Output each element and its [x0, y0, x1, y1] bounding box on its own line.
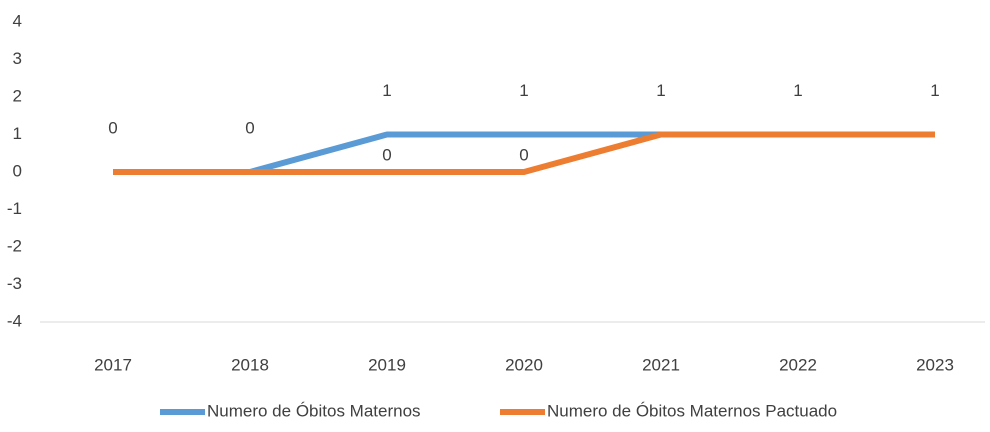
- y-tick-label: -3: [7, 274, 22, 293]
- data-label: 1: [519, 81, 528, 100]
- y-tick-label: -2: [7, 236, 22, 255]
- series-line: [113, 131, 935, 175]
- y-tick-label: 4: [13, 11, 22, 30]
- y-tick-label: -1: [7, 199, 22, 218]
- data-label: 0: [382, 145, 391, 164]
- y-tick-label: -4: [7, 311, 22, 330]
- x-tick-label: 2017: [94, 355, 132, 374]
- x-tick-label: 2021: [642, 355, 680, 374]
- data-label: 1: [793, 81, 802, 100]
- x-tick-label: 2022: [779, 355, 817, 374]
- data-label: 1: [656, 81, 665, 100]
- data-label: 0: [245, 118, 254, 137]
- x-tick-label: 2018: [231, 355, 269, 374]
- data-label: 1: [930, 81, 939, 100]
- x-tick-label: 2019: [368, 355, 406, 374]
- data-label: 0: [108, 118, 117, 137]
- y-tick-label: 0: [13, 161, 22, 180]
- x-tick-label: 2023: [916, 355, 954, 374]
- x-tick-label: 2020: [505, 355, 543, 374]
- legend-label: Numero de Óbitos Maternos Pactuado: [547, 401, 837, 420]
- legend-label: Numero de Óbitos Maternos: [207, 401, 421, 420]
- data-label: 1: [382, 81, 391, 100]
- y-tick-label: 2: [13, 86, 22, 105]
- data-label: 0: [519, 145, 528, 164]
- y-tick-label: 1: [13, 124, 22, 143]
- y-tick-label: 3: [13, 49, 22, 68]
